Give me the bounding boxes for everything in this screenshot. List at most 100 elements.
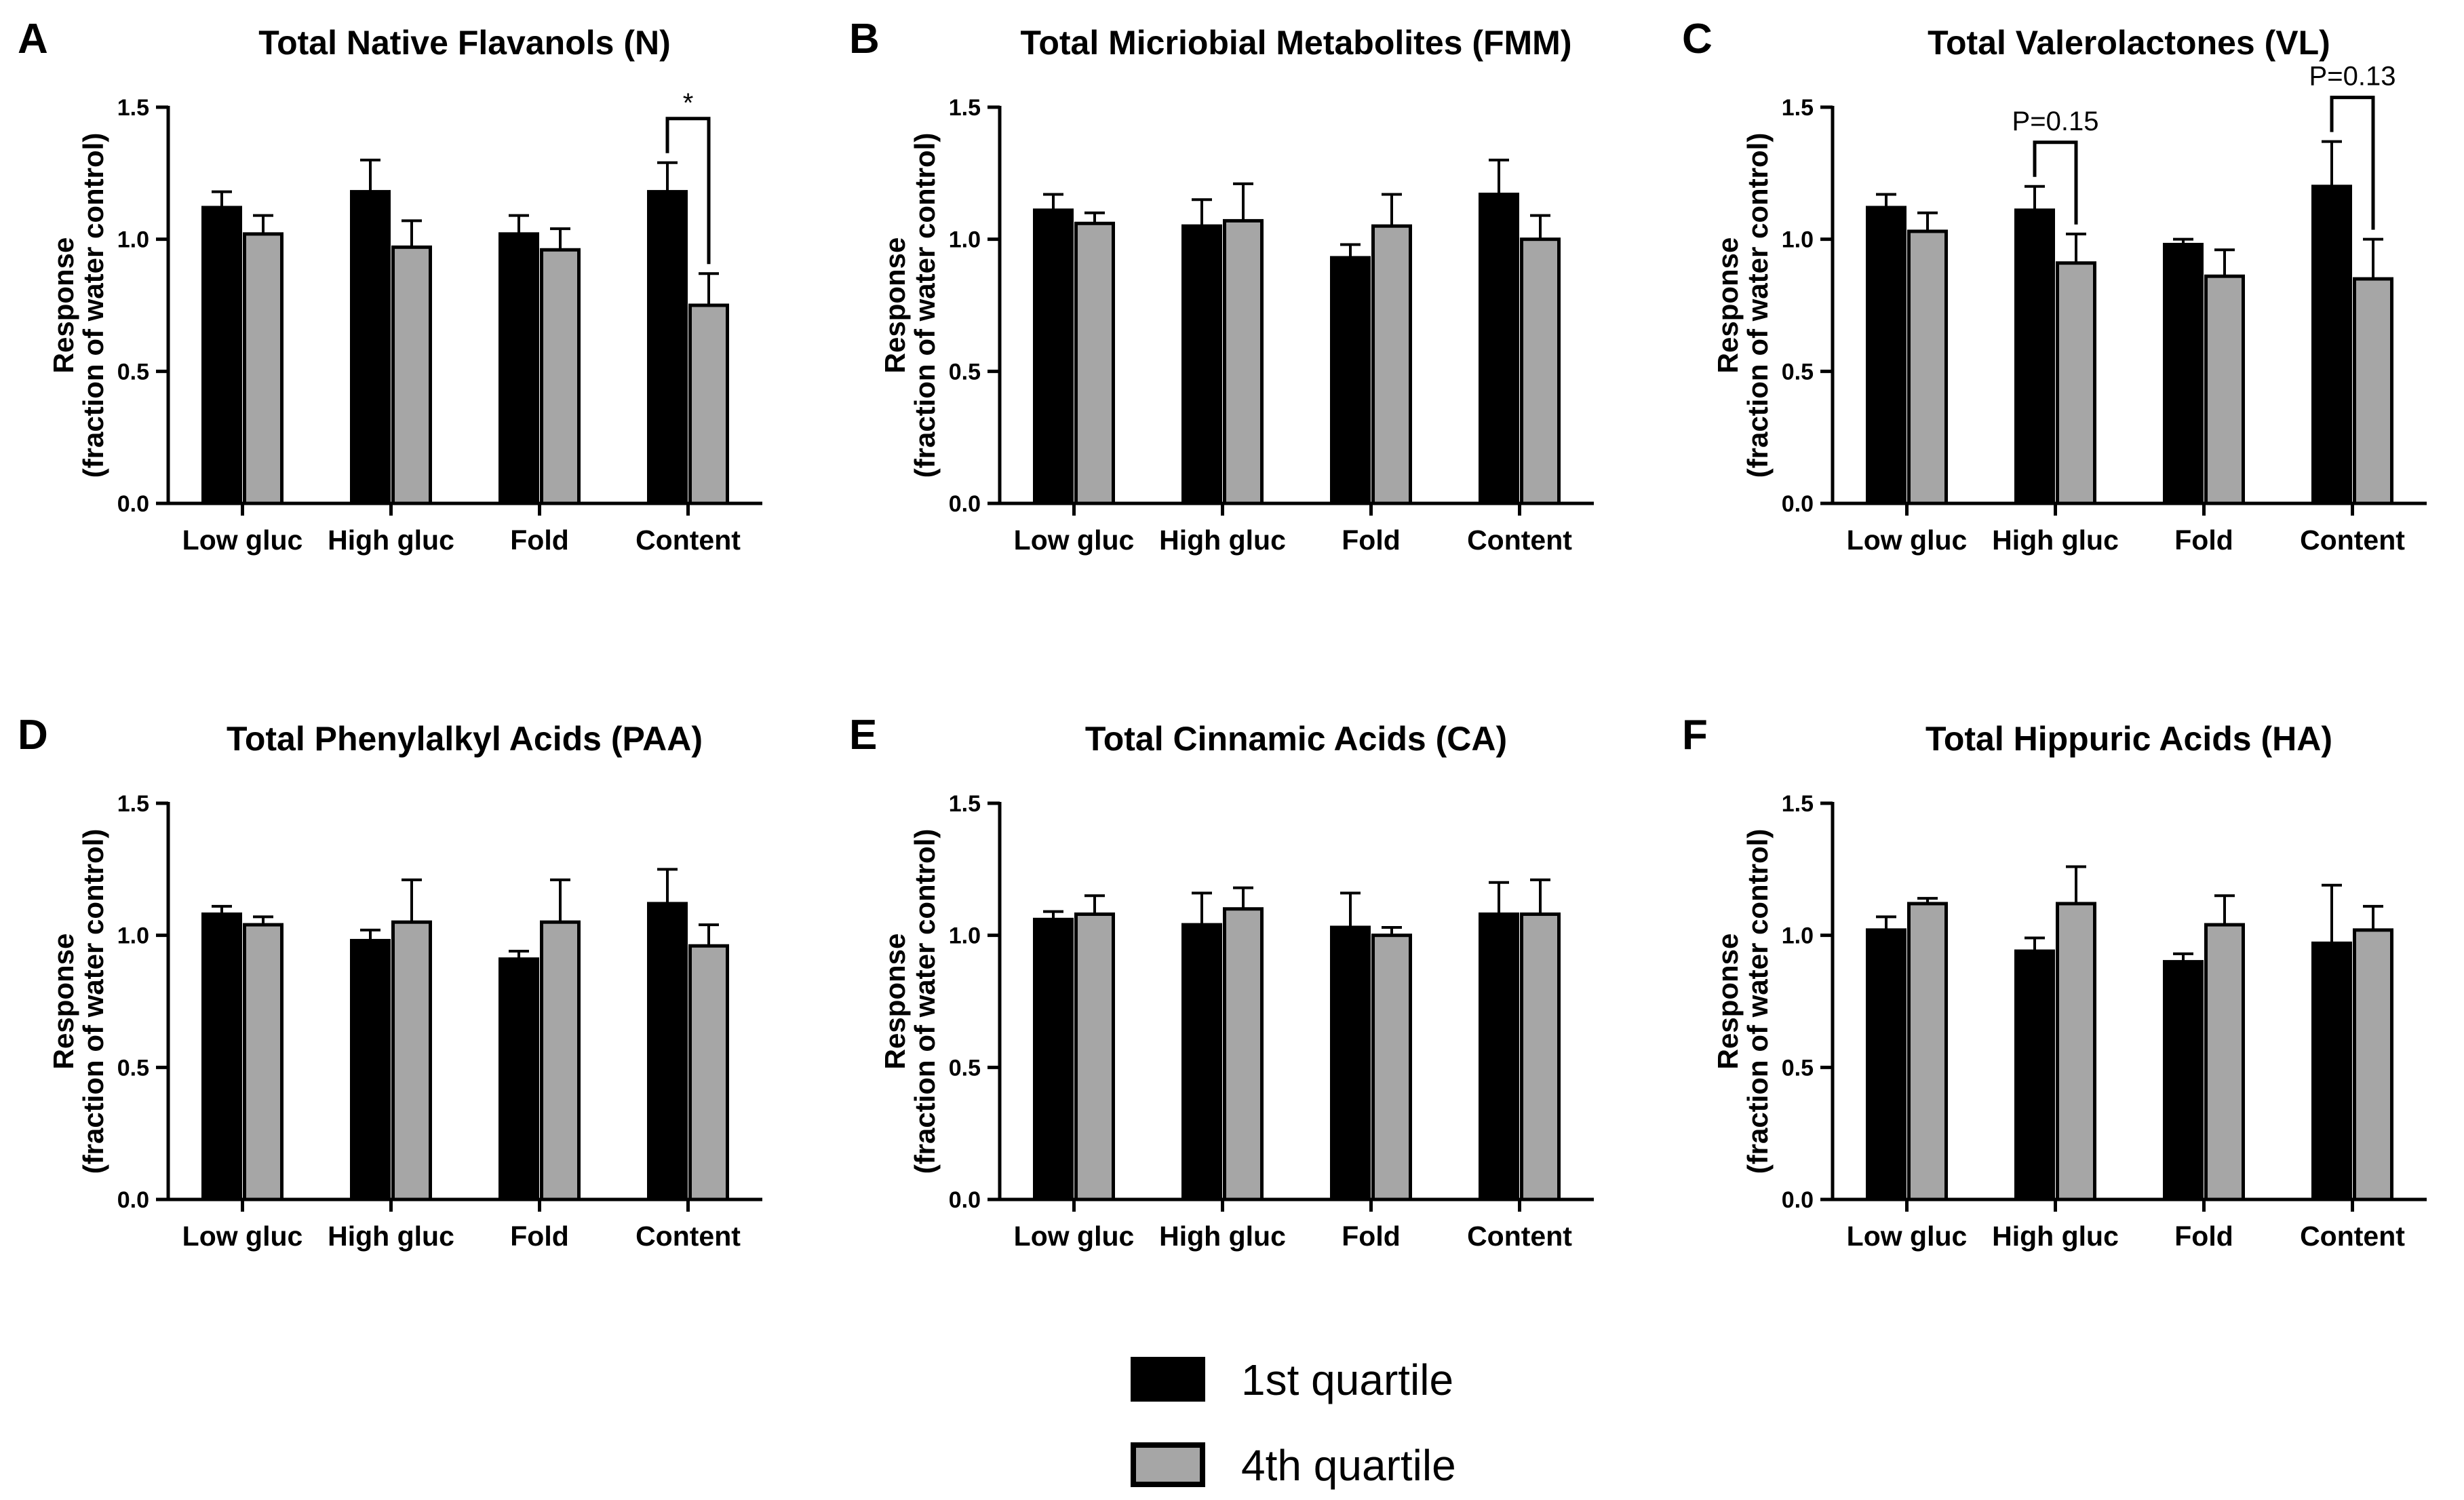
panel-b: B Total Micriobial Metabolites (FMM) Respo… <box>849 16 1594 556</box>
y-axis-label-line2: (fraction of water control) <box>909 133 941 478</box>
y-tick-label: 1.0 <box>949 227 981 253</box>
significance-label: P=0.15 <box>2012 107 2099 136</box>
y-tick-label: 1.5 <box>1782 791 1814 817</box>
panel-letter: A <box>18 16 48 62</box>
bar-4th-quartile <box>540 248 581 505</box>
y-tick-label: 0.0 <box>117 1187 149 1213</box>
bar-4th-quartile <box>391 245 432 505</box>
significance-bracket <box>665 117 711 265</box>
x-tick-label: Content <box>2300 524 2405 556</box>
y-tick-label: 1.5 <box>117 95 149 121</box>
x-tick-label: Low gluc <box>1014 1220 1135 1252</box>
y-tick-label: 0.0 <box>949 491 981 517</box>
bar-4th-quartile <box>1074 221 1115 505</box>
bar-1st-quartile <box>1866 206 1906 505</box>
y-axis-label-line1: Response <box>1712 237 1744 374</box>
panel-letter: D <box>18 712 48 758</box>
bar-1st-quartile <box>2311 185 2352 505</box>
panel-c: C Total Valerolactones (VL) Response(fract… <box>1682 16 2427 556</box>
chart-title: Total Native Flavanols (N) <box>258 24 671 62</box>
bar-4th-quartile <box>1907 229 1948 505</box>
y-axis-label: Response(fraction of water control) <box>47 133 109 478</box>
y-tick-label: 1.5 <box>117 791 149 817</box>
x-tick-label: High gluc <box>1159 524 1286 556</box>
bar-4th-quartile <box>688 303 729 505</box>
y-tick-label: 1.0 <box>117 923 149 949</box>
y-axis-label-line1: Response <box>879 237 911 374</box>
x-tick-label: Fold <box>510 524 569 556</box>
y-axis-label-line2: (fraction of water control) <box>1742 133 1774 478</box>
y-tick-label: 1.0 <box>1782 227 1814 253</box>
y-tick-label: 0.0 <box>117 491 149 517</box>
panel-letter: B <box>849 16 880 62</box>
bar-4th-quartile <box>1371 224 1412 505</box>
bar-1st-quartile <box>350 190 391 505</box>
panel-letter: C <box>1682 16 1713 62</box>
panel-letter: E <box>849 712 877 758</box>
x-tick-label: High gluc <box>328 1220 454 1252</box>
bar-1st-quartile <box>647 902 688 1201</box>
y-axis-label-line2: (fraction of water control) <box>909 829 941 1174</box>
y-tick-label: 0.5 <box>1782 1055 1814 1081</box>
panel-f: F Total Hippuric Acids (HA) Response(fract… <box>1682 712 2427 1252</box>
y-tick-label: 0.0 <box>949 1187 981 1213</box>
x-tick-label: Low gluc <box>1014 524 1135 556</box>
bar-1st-quartile <box>1181 224 1222 505</box>
y-axis-label-line2: (fraction of water control) <box>1742 829 1774 1174</box>
bar-1st-quartile <box>2163 242 2204 505</box>
bar-4th-quartile <box>2056 261 2096 505</box>
y-axis-label: Response(fraction of water control) <box>1712 829 1774 1174</box>
y-axis-label-line2: (fraction of water control) <box>77 133 109 478</box>
x-tick-label: Fold <box>510 1220 569 1252</box>
bar-1st-quartile <box>647 190 688 505</box>
bar-4th-quartile <box>391 920 432 1201</box>
y-tick-label: 1.0 <box>949 923 981 949</box>
bar-4th-quartile <box>243 923 283 1201</box>
y-axis-label-line1: Response <box>879 934 911 1070</box>
chart-title: Total Valerolactones (VL) <box>1928 24 2330 62</box>
y-axis-label: Response(fraction of water control) <box>879 133 941 478</box>
bar-4th-quartile <box>1907 902 1948 1201</box>
y-tick-label: 1.0 <box>1782 923 1814 949</box>
bar-1st-quartile <box>201 206 242 505</box>
bar-4th-quartile <box>2056 902 2096 1201</box>
chart-title: Total Hippuric Acids (HA) <box>1925 720 2332 758</box>
bar-4th-quartile <box>1223 907 1264 1201</box>
y-tick-label: 1.5 <box>949 95 981 121</box>
panel-e: E Total Cinnamic Acids (CA) Response(fract… <box>849 712 1594 1252</box>
x-tick-label: Low gluc <box>182 524 303 556</box>
x-tick-label: High gluc <box>1992 1220 2119 1252</box>
y-axis-label-line2: (fraction of water control) <box>77 829 109 1174</box>
legend-swatch <box>1131 1357 1205 1402</box>
bar-4th-quartile <box>2204 274 2245 505</box>
y-tick-label: 1.5 <box>1782 95 1814 121</box>
bar-1st-quartile <box>2014 208 2055 505</box>
significance-bracket <box>2033 140 2078 225</box>
bar-1st-quartile <box>350 938 391 1201</box>
x-tick-label: Fold <box>1342 524 1401 556</box>
x-tick-label: Low gluc <box>182 1220 303 1252</box>
bar-4th-quartile <box>1223 218 1264 505</box>
bar-1st-quartile <box>1866 928 1906 1201</box>
bar-4th-quartile <box>1371 934 1412 1201</box>
x-tick-label: Fold <box>1342 1220 1401 1252</box>
y-tick-label: 0.0 <box>1782 1187 1814 1213</box>
x-tick-label: Content <box>635 524 741 556</box>
bar-1st-quartile <box>2014 949 2055 1201</box>
y-tick-label: 0.5 <box>949 1055 981 1081</box>
x-tick-label: Content <box>1467 524 1572 556</box>
bar-1st-quartile <box>498 232 539 505</box>
bar-1st-quartile <box>498 957 539 1201</box>
bar-4th-quartile <box>1520 237 1561 505</box>
x-tick-label: Fold <box>2174 1220 2233 1252</box>
y-axis-label-line1: Response <box>47 237 79 374</box>
legend-swatch <box>1131 1442 1205 1487</box>
bar-1st-quartile <box>2163 960 2204 1201</box>
x-tick-label: Content <box>2300 1220 2405 1252</box>
bar-4th-quartile <box>540 920 581 1201</box>
bar-4th-quartile <box>243 232 283 505</box>
y-axis-label: Response(fraction of water control) <box>1712 133 1774 478</box>
panel-d: D Total Phenylalkyl Acids (PAA) Response(f… <box>18 712 762 1252</box>
significance-bracket <box>2330 96 2375 230</box>
y-tick-label: 0.5 <box>117 1055 149 1081</box>
